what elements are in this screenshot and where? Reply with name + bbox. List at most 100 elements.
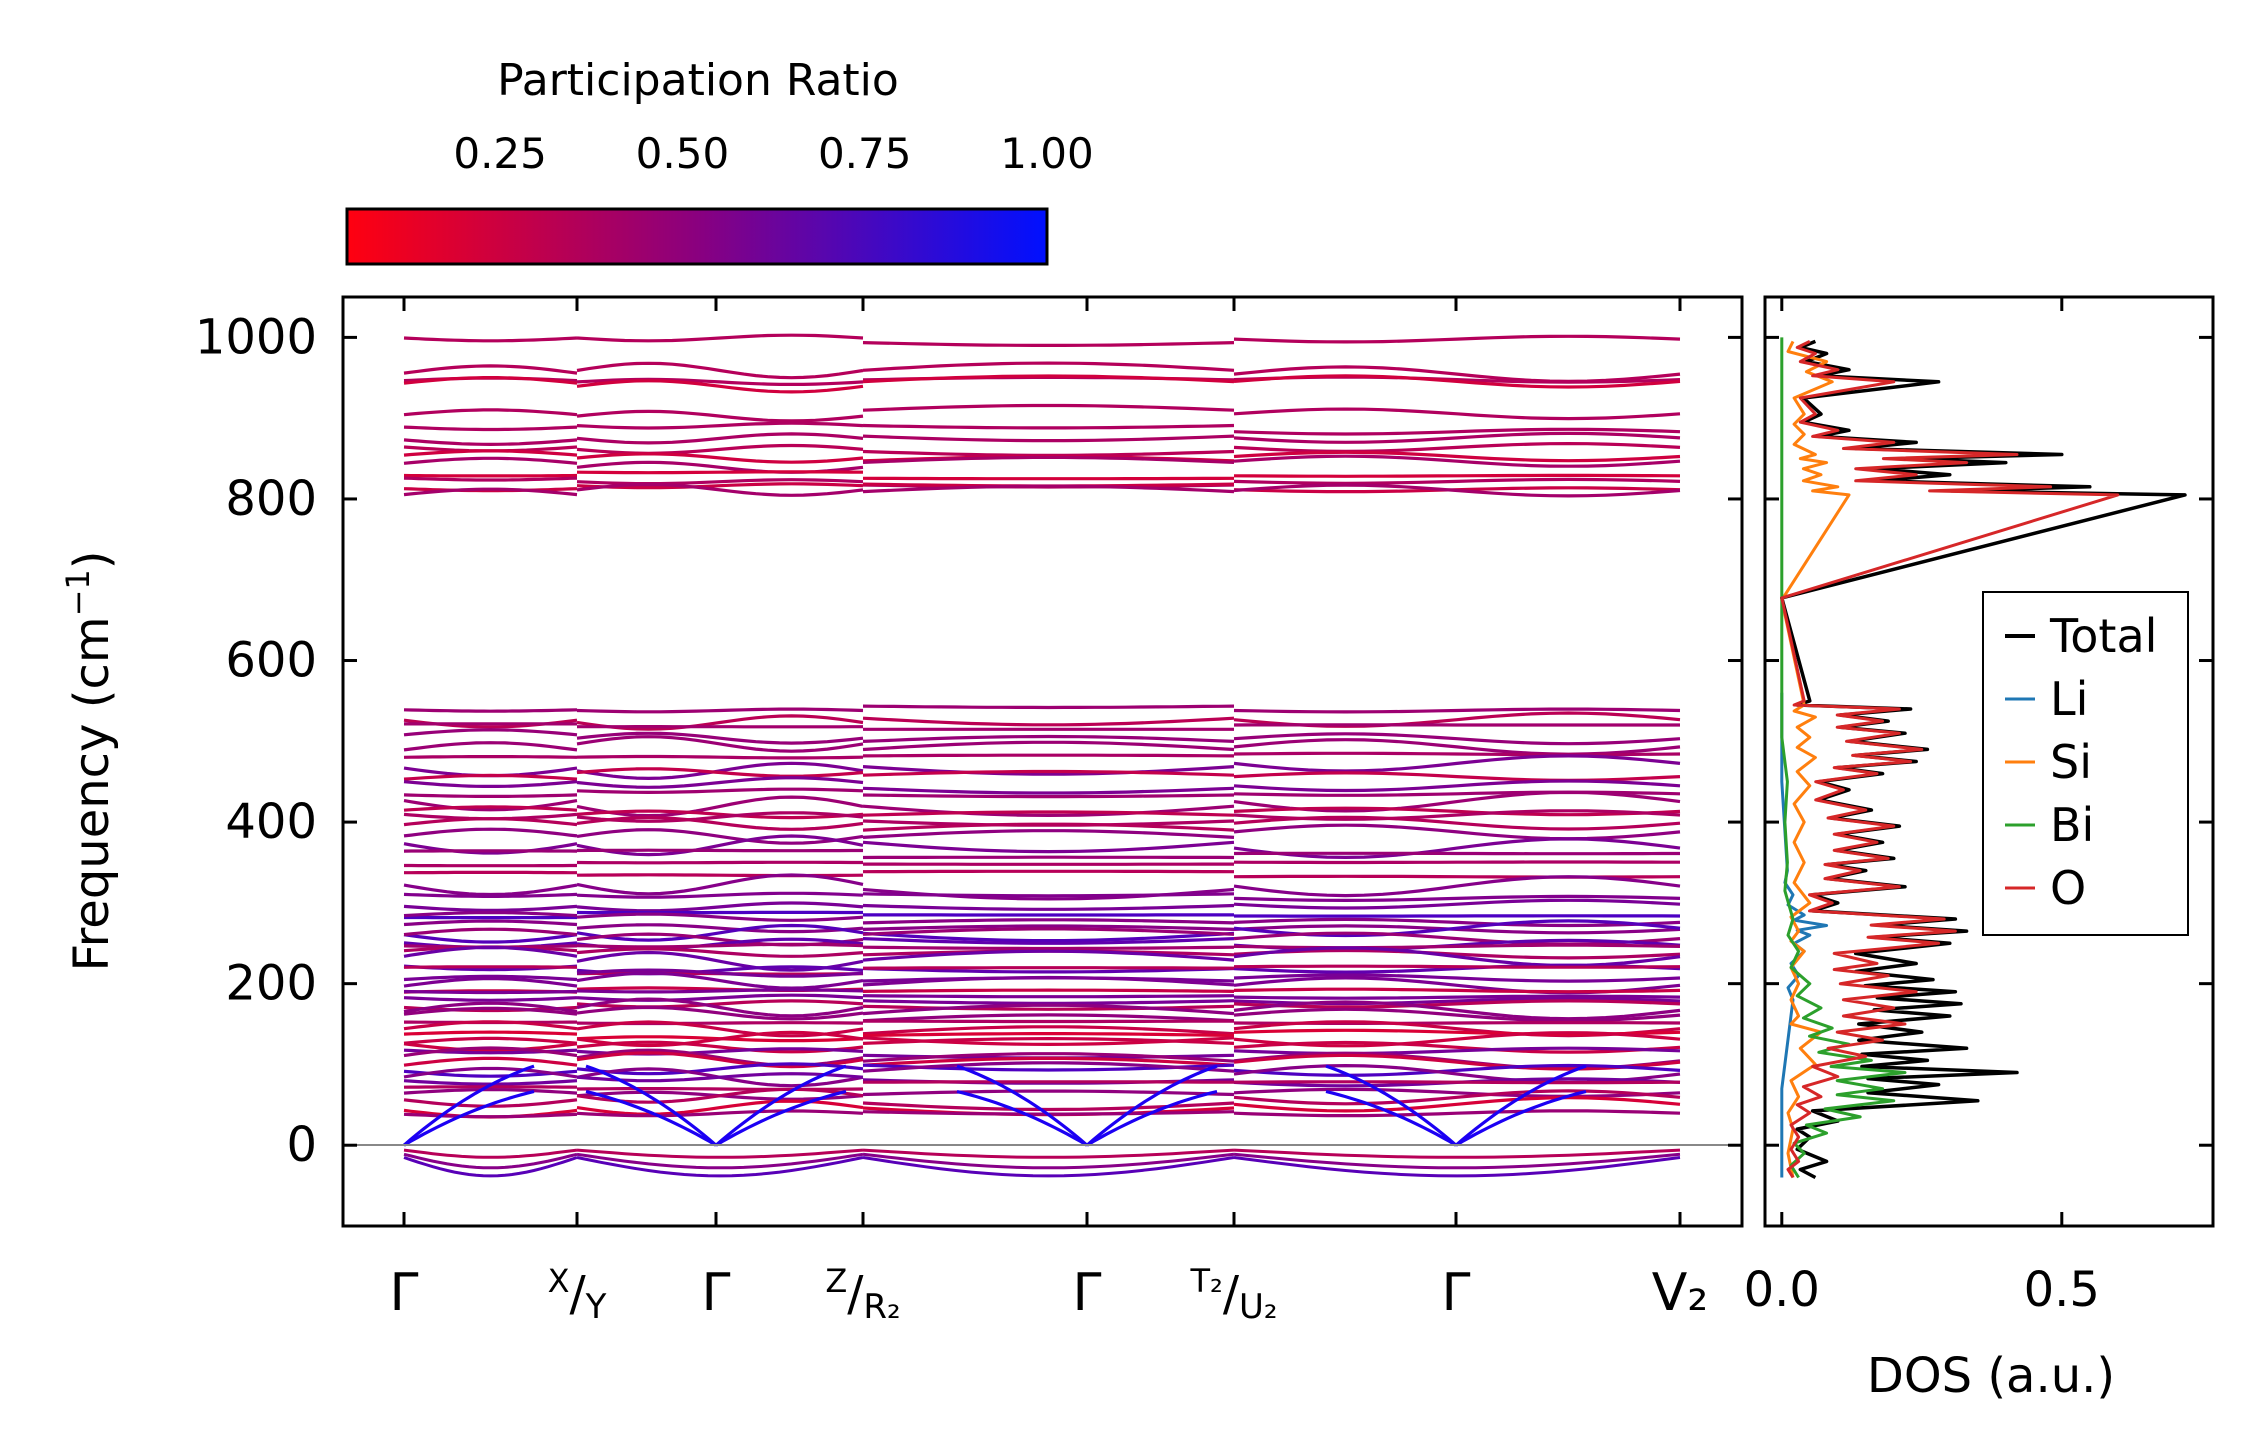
band-line	[403, 842, 578, 855]
band-line	[1233, 815, 1681, 831]
band-line	[862, 786, 1235, 795]
band-line	[576, 971, 864, 990]
band-line	[576, 942, 864, 949]
band-line	[862, 924, 1235, 931]
band-x-tick-label: Γ	[702, 1263, 731, 1323]
band-line	[576, 873, 864, 896]
band-line	[862, 994, 1235, 999]
band-line	[576, 815, 864, 831]
band-line	[576, 795, 864, 818]
band-line	[1233, 987, 1681, 994]
band-line	[862, 999, 1235, 1005]
band-line	[1233, 483, 1681, 498]
band-line	[1233, 948, 1681, 960]
band-line	[862, 918, 1235, 925]
band-line	[403, 904, 578, 912]
band-line	[862, 449, 1235, 457]
band-y-tick-label: 800	[225, 471, 317, 527]
imaginary-branch	[1233, 1156, 1681, 1178]
band-line	[576, 361, 864, 380]
dos-lines	[1780, 337, 2187, 1180]
band-line	[862, 1036, 1235, 1045]
band-line	[1233, 454, 1681, 468]
band-line	[576, 409, 864, 423]
acoustic-branch	[714, 1064, 847, 1147]
band-line	[403, 1030, 578, 1036]
band-x-ticks: Γ X/Y Γ Z/R₂ Γ T₂/U₂ Γ V₂	[390, 297, 1708, 1327]
band-line	[1233, 931, 1681, 946]
band-line	[1233, 898, 1681, 910]
dos-panel: 0.0 0.5 DOS (a.u.) Total Li Si Bi O	[1744, 295, 2215, 1404]
band-y-tick-label: 0	[286, 1117, 317, 1173]
band-line	[862, 1003, 1235, 1016]
acoustic-branch	[585, 1064, 718, 1147]
band-line	[1233, 441, 1681, 453]
band-line	[403, 1046, 578, 1058]
band-line	[862, 455, 1235, 464]
band-line	[403, 1112, 578, 1119]
acoustic-branch	[1325, 1064, 1458, 1147]
band-line	[862, 949, 1235, 962]
band-line	[403, 336, 578, 343]
band-line	[1233, 1007, 1681, 1023]
legend-label-total: Total	[2049, 609, 2157, 663]
band-line	[862, 903, 1235, 911]
band-line	[576, 432, 864, 445]
band-line	[576, 912, 864, 922]
band-line	[862, 1013, 1235, 1023]
imaginary-branch	[576, 1148, 864, 1159]
band-line	[403, 817, 578, 827]
acoustic-branch	[1325, 1089, 1457, 1147]
band-line	[576, 809, 864, 820]
band-line	[403, 1042, 578, 1052]
band-line	[862, 966, 1235, 974]
band-structure-panel: 0 200 400 600 800 1000 Γ X/Y Γ Z/R₂ Γ T₂/U₂ Γ V₂ Fre…	[59, 295, 1744, 1327]
band-line	[403, 793, 578, 799]
acoustic-branch	[1086, 1089, 1218, 1147]
band-line	[576, 1062, 864, 1076]
band-line	[403, 933, 578, 944]
band-line	[576, 470, 864, 475]
imaginary-branch	[403, 1156, 578, 1178]
band-line	[1233, 1000, 1681, 1021]
band-line	[576, 761, 864, 781]
band-line	[862, 840, 1235, 854]
legend-label-bi: Bi	[2050, 798, 2094, 852]
band-line	[1233, 917, 1681, 928]
band-line	[403, 1020, 578, 1031]
band-line	[576, 947, 864, 958]
band-line	[862, 1031, 1235, 1038]
band-line	[862, 704, 1235, 710]
band-line	[403, 1098, 578, 1108]
band-line	[403, 1001, 578, 1014]
acoustic-branch	[585, 1089, 717, 1147]
dos-x-tick-label: 0.5	[2024, 1262, 2100, 1318]
band-line	[1233, 732, 1681, 746]
band-line	[576, 828, 864, 845]
colorbar: Participation Ratio 0.25 0.50 0.75 1.00	[345, 55, 1094, 266]
band-y-ticks: 0 200 400 600 800 1000	[195, 309, 1742, 1173]
legend-label-si: Si	[2050, 735, 2092, 789]
band-line	[403, 487, 578, 497]
band-line	[1233, 1080, 1681, 1085]
band-line	[862, 374, 1235, 384]
band-line	[862, 1089, 1235, 1097]
band-line	[576, 860, 863, 865]
dos-x-axis-label: DOS (a.u.)	[1867, 1348, 2115, 1404]
band-line	[576, 1072, 864, 1083]
band-line	[403, 408, 578, 417]
colorbar-tick-label: 1.00	[1000, 129, 1094, 178]
imaginary-branch	[1233, 1148, 1681, 1159]
band-line	[862, 1061, 1235, 1073]
band-lines	[402, 333, 1681, 1178]
band-line	[862, 769, 1235, 777]
band-line	[403, 910, 578, 918]
colorbar-gradient	[345, 207, 1049, 266]
colorbar-tick-label: 0.25	[453, 129, 547, 178]
band-line	[1233, 334, 1681, 344]
band-line	[403, 773, 578, 781]
band-line	[403, 1087, 578, 1095]
band-line	[576, 482, 864, 490]
acoustic-branch	[956, 1064, 1089, 1147]
band-line	[1233, 860, 1680, 865]
